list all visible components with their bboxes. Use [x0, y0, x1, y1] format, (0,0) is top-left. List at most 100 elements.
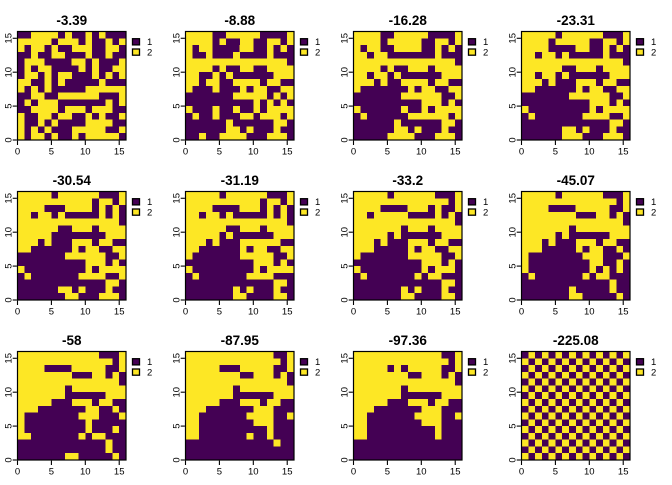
svg-text:5: 5: [553, 467, 558, 478]
svg-text:0: 0: [351, 147, 356, 158]
svg-text:10: 10: [248, 147, 259, 158]
svg-text:10: 10: [584, 467, 595, 478]
svg-text:15: 15: [450, 467, 461, 478]
svg-text:-225.08: -225.08: [553, 333, 599, 348]
svg-text:5: 5: [340, 263, 351, 268]
svg-text:10: 10: [340, 387, 351, 398]
svg-text:5: 5: [172, 263, 183, 268]
svg-text:0: 0: [519, 307, 524, 318]
svg-text:15: 15: [4, 33, 15, 44]
svg-text:15: 15: [172, 33, 183, 44]
svg-text:5: 5: [217, 307, 222, 318]
svg-text:5: 5: [340, 103, 351, 108]
svg-text:1: 1: [147, 357, 152, 368]
svg-text:0: 0: [340, 457, 351, 462]
svg-text:1: 1: [315, 37, 320, 48]
svg-text:15: 15: [508, 193, 519, 204]
svg-text:0: 0: [15, 307, 20, 318]
svg-text:-31.19: -31.19: [221, 173, 259, 188]
svg-text:-30.54: -30.54: [53, 173, 92, 188]
svg-text:15: 15: [618, 147, 629, 158]
svg-text:2: 2: [651, 207, 656, 218]
svg-text:5: 5: [172, 423, 183, 428]
svg-text:5: 5: [508, 263, 519, 268]
svg-text:0: 0: [4, 457, 15, 462]
svg-text:0: 0: [519, 467, 524, 478]
svg-text:-97.36: -97.36: [389, 333, 428, 348]
svg-text:15: 15: [340, 33, 351, 44]
svg-text:10: 10: [584, 147, 595, 158]
svg-text:10: 10: [416, 307, 427, 318]
svg-text:5: 5: [340, 423, 351, 428]
svg-text:10: 10: [80, 307, 91, 318]
svg-text:-8.88: -8.88: [224, 13, 255, 28]
svg-text:2: 2: [147, 367, 152, 378]
svg-text:5: 5: [4, 423, 15, 428]
svg-text:0: 0: [4, 137, 15, 142]
svg-text:0: 0: [183, 147, 188, 158]
svg-text:2: 2: [147, 207, 152, 218]
svg-text:2: 2: [315, 207, 320, 218]
svg-text:15: 15: [508, 33, 519, 44]
svg-text:0: 0: [15, 147, 20, 158]
svg-text:0: 0: [183, 307, 188, 318]
svg-text:5: 5: [508, 423, 519, 428]
svg-text:15: 15: [508, 353, 519, 364]
svg-text:0: 0: [4, 297, 15, 302]
svg-text:5: 5: [385, 467, 390, 478]
svg-text:15: 15: [618, 307, 629, 318]
svg-text:-16.28: -16.28: [389, 13, 428, 28]
svg-text:1: 1: [147, 37, 152, 48]
svg-text:5: 5: [553, 307, 558, 318]
svg-text:15: 15: [172, 353, 183, 364]
svg-text:15: 15: [340, 193, 351, 204]
svg-text:5: 5: [4, 263, 15, 268]
svg-text:5: 5: [172, 103, 183, 108]
svg-text:1: 1: [315, 197, 320, 208]
svg-text:5: 5: [49, 467, 54, 478]
svg-text:0: 0: [508, 457, 519, 462]
svg-text:2: 2: [651, 47, 656, 58]
svg-text:-87.95: -87.95: [221, 333, 260, 348]
svg-text:15: 15: [4, 353, 15, 364]
svg-text:15: 15: [172, 193, 183, 204]
svg-text:10: 10: [508, 67, 519, 78]
svg-text:5: 5: [385, 307, 390, 318]
svg-text:10: 10: [508, 227, 519, 238]
svg-text:-3.39: -3.39: [56, 13, 87, 28]
svg-text:1: 1: [483, 37, 488, 48]
svg-text:10: 10: [508, 387, 519, 398]
svg-text:5: 5: [508, 103, 519, 108]
svg-text:15: 15: [114, 467, 125, 478]
svg-text:10: 10: [248, 467, 259, 478]
svg-text:15: 15: [282, 307, 293, 318]
svg-text:10: 10: [80, 467, 91, 478]
svg-text:15: 15: [450, 147, 461, 158]
svg-text:15: 15: [282, 147, 293, 158]
svg-text:10: 10: [416, 467, 427, 478]
svg-text:0: 0: [183, 467, 188, 478]
svg-text:10: 10: [248, 307, 259, 318]
svg-text:0: 0: [172, 457, 183, 462]
svg-text:2: 2: [315, 367, 320, 378]
svg-text:0: 0: [340, 297, 351, 302]
svg-text:10: 10: [172, 67, 183, 78]
svg-text:0: 0: [172, 297, 183, 302]
svg-text:5: 5: [217, 467, 222, 478]
svg-text:0: 0: [351, 307, 356, 318]
svg-text:0: 0: [172, 137, 183, 142]
svg-text:10: 10: [584, 307, 595, 318]
svg-text:2: 2: [315, 47, 320, 58]
svg-text:2: 2: [483, 367, 488, 378]
svg-text:2: 2: [483, 47, 488, 58]
svg-text:5: 5: [49, 307, 54, 318]
svg-text:1: 1: [651, 197, 656, 208]
svg-text:10: 10: [4, 227, 15, 238]
svg-text:10: 10: [172, 227, 183, 238]
svg-text:-33.2: -33.2: [392, 173, 423, 188]
svg-text:1: 1: [483, 197, 488, 208]
svg-text:15: 15: [450, 307, 461, 318]
svg-text:5: 5: [217, 147, 222, 158]
svg-text:2: 2: [651, 367, 656, 378]
svg-text:10: 10: [4, 67, 15, 78]
